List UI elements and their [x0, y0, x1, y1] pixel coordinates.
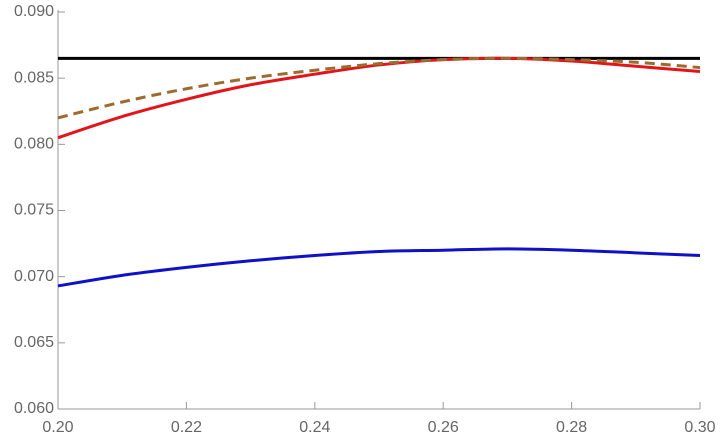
y-tick-label: 0.085 [14, 69, 54, 86]
y-tick-label: 0.065 [14, 334, 54, 351]
y-tick-label: 0.060 [14, 400, 54, 417]
series-line [57, 56, 701, 140]
y-tick-label: 0.075 [14, 202, 54, 219]
y-tick-label: 0.080 [14, 136, 54, 153]
y-tick-label: 0.090 [14, 3, 54, 20]
series-line [57, 56, 701, 120]
x-tick-label: 0.24 [299, 419, 330, 436]
x-tick-label: 0.26 [428, 419, 459, 436]
series-line [57, 247, 701, 288]
x-tick-label: 0.22 [171, 419, 202, 436]
x-tick-label: 0.28 [556, 419, 587, 436]
x-tick-label: 0.30 [684, 419, 715, 436]
x-tick-label: 0.20 [42, 419, 73, 436]
y-tick-label: 0.070 [14, 268, 54, 285]
